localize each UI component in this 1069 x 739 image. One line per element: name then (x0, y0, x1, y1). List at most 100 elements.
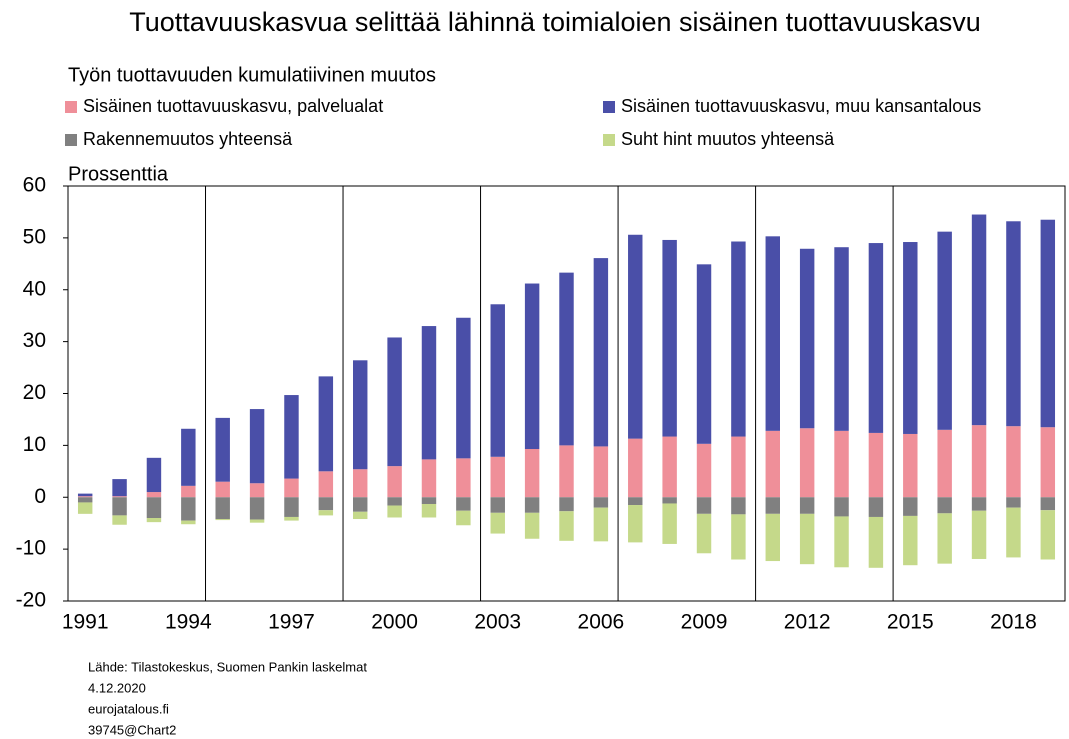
bar-segment (937, 513, 952, 564)
bar-segment (868, 243, 884, 433)
legend-label: Sisäinen tuottavuuskasvu, muu kansantalo… (621, 96, 981, 116)
bar-segment (181, 485, 196, 498)
bar-segment (1006, 426, 1021, 498)
bar-segment (971, 497, 987, 511)
bar-segment (799, 248, 815, 429)
bar-segment (593, 507, 609, 542)
bar-segment (490, 512, 505, 534)
bar-segment (524, 449, 540, 498)
bar-segment (1040, 427, 1056, 498)
bar-segment (318, 471, 334, 498)
bar-segment (77, 497, 93, 503)
bar-segment (456, 497, 471, 511)
bar-segment (387, 505, 402, 518)
bar-segment (249, 409, 265, 484)
bar-segment (387, 497, 402, 506)
bar-segment (696, 497, 712, 514)
bar-segment (215, 519, 230, 521)
bar-segment (456, 458, 471, 498)
legend-swatch (65, 134, 77, 146)
bar-segment (834, 430, 849, 498)
bar-segment (593, 497, 609, 508)
bar-segment (490, 456, 505, 498)
bar-segment (77, 493, 93, 497)
bar-segment (765, 513, 780, 562)
bar-segment (353, 360, 368, 470)
x-tick-label: 2003 (474, 611, 521, 634)
bar-segment (696, 513, 712, 554)
bar-segment (1040, 497, 1056, 511)
bar-segment (318, 376, 334, 472)
bar-segment (559, 272, 574, 446)
bar-segment (903, 242, 918, 434)
bar-segment (1006, 507, 1021, 558)
x-tick-label: 1994 (165, 611, 212, 634)
source-note: 39745@Chart2 (88, 722, 176, 737)
bar-segment (834, 516, 849, 568)
bar-segment (77, 502, 93, 514)
bar-segment (731, 514, 746, 560)
bar-segment (628, 505, 643, 543)
x-tick-label: 2018 (990, 611, 1037, 634)
bar-segment (181, 428, 196, 486)
plot-frame (67, 185, 1066, 602)
bar-segment (628, 438, 643, 498)
bar-segment (765, 236, 780, 431)
bar-segment (146, 492, 162, 498)
bar-segment (1040, 510, 1056, 560)
bar-segment (834, 497, 849, 517)
bar-segment (284, 497, 299, 517)
bar-segment (937, 231, 952, 430)
y-tick-label: -20 (16, 589, 46, 612)
bar-segment (559, 511, 574, 541)
bar-segment (696, 443, 712, 498)
bar-segment (353, 469, 368, 498)
bar-segment (799, 428, 815, 498)
legend-swatch (603, 134, 615, 146)
bar-segment (662, 503, 677, 544)
bar-segment (490, 304, 505, 457)
bar-segment (799, 497, 815, 514)
bar-segment (971, 214, 987, 426)
bar-segment (215, 497, 230, 520)
bar-segment (249, 519, 265, 523)
bar-segment (421, 503, 437, 518)
bar-segment (696, 264, 712, 444)
bar-segment (353, 497, 368, 512)
bar-segment (628, 234, 643, 439)
bar-segment (868, 432, 884, 498)
bar-segment (318, 510, 334, 516)
bar-segment (112, 496, 127, 498)
y-tick-label: 60 (23, 174, 46, 197)
bar-segment (662, 239, 677, 437)
x-tick-label: 2012 (784, 611, 831, 634)
bar-segment (284, 516, 299, 521)
bar-segment (868, 516, 884, 568)
bar-segment (181, 520, 196, 525)
y-tick-label: 50 (23, 225, 46, 248)
bar-segment (765, 430, 780, 498)
bar-segment (662, 497, 677, 504)
bar-segment (421, 459, 437, 498)
bar-segment (524, 512, 540, 539)
x-tick-label: 2000 (371, 611, 418, 634)
chart-title: Tuottavuuskasvua selittää lähinnä toimia… (129, 7, 981, 37)
x-tick-label: 2015 (887, 611, 934, 634)
bar-segment (799, 513, 815, 565)
bar-segment (971, 510, 987, 559)
bar-segment (112, 497, 127, 516)
bar-segment (903, 433, 918, 498)
bar-segment (559, 497, 574, 512)
bar-segment (284, 395, 299, 479)
legend-swatch (65, 101, 77, 113)
bar-segment (215, 481, 230, 498)
bar-segment (146, 518, 162, 523)
bar-segment (181, 497, 196, 521)
y-axis-label: Prossenttia (68, 163, 169, 185)
bar-segment (456, 317, 471, 459)
bar-segment (524, 283, 540, 450)
bar-segment (146, 497, 162, 518)
bar-segment (937, 497, 952, 514)
bar-segment (1006, 221, 1021, 427)
legend-label: Sisäinen tuottavuuskasvu, palvelualat (83, 96, 383, 116)
